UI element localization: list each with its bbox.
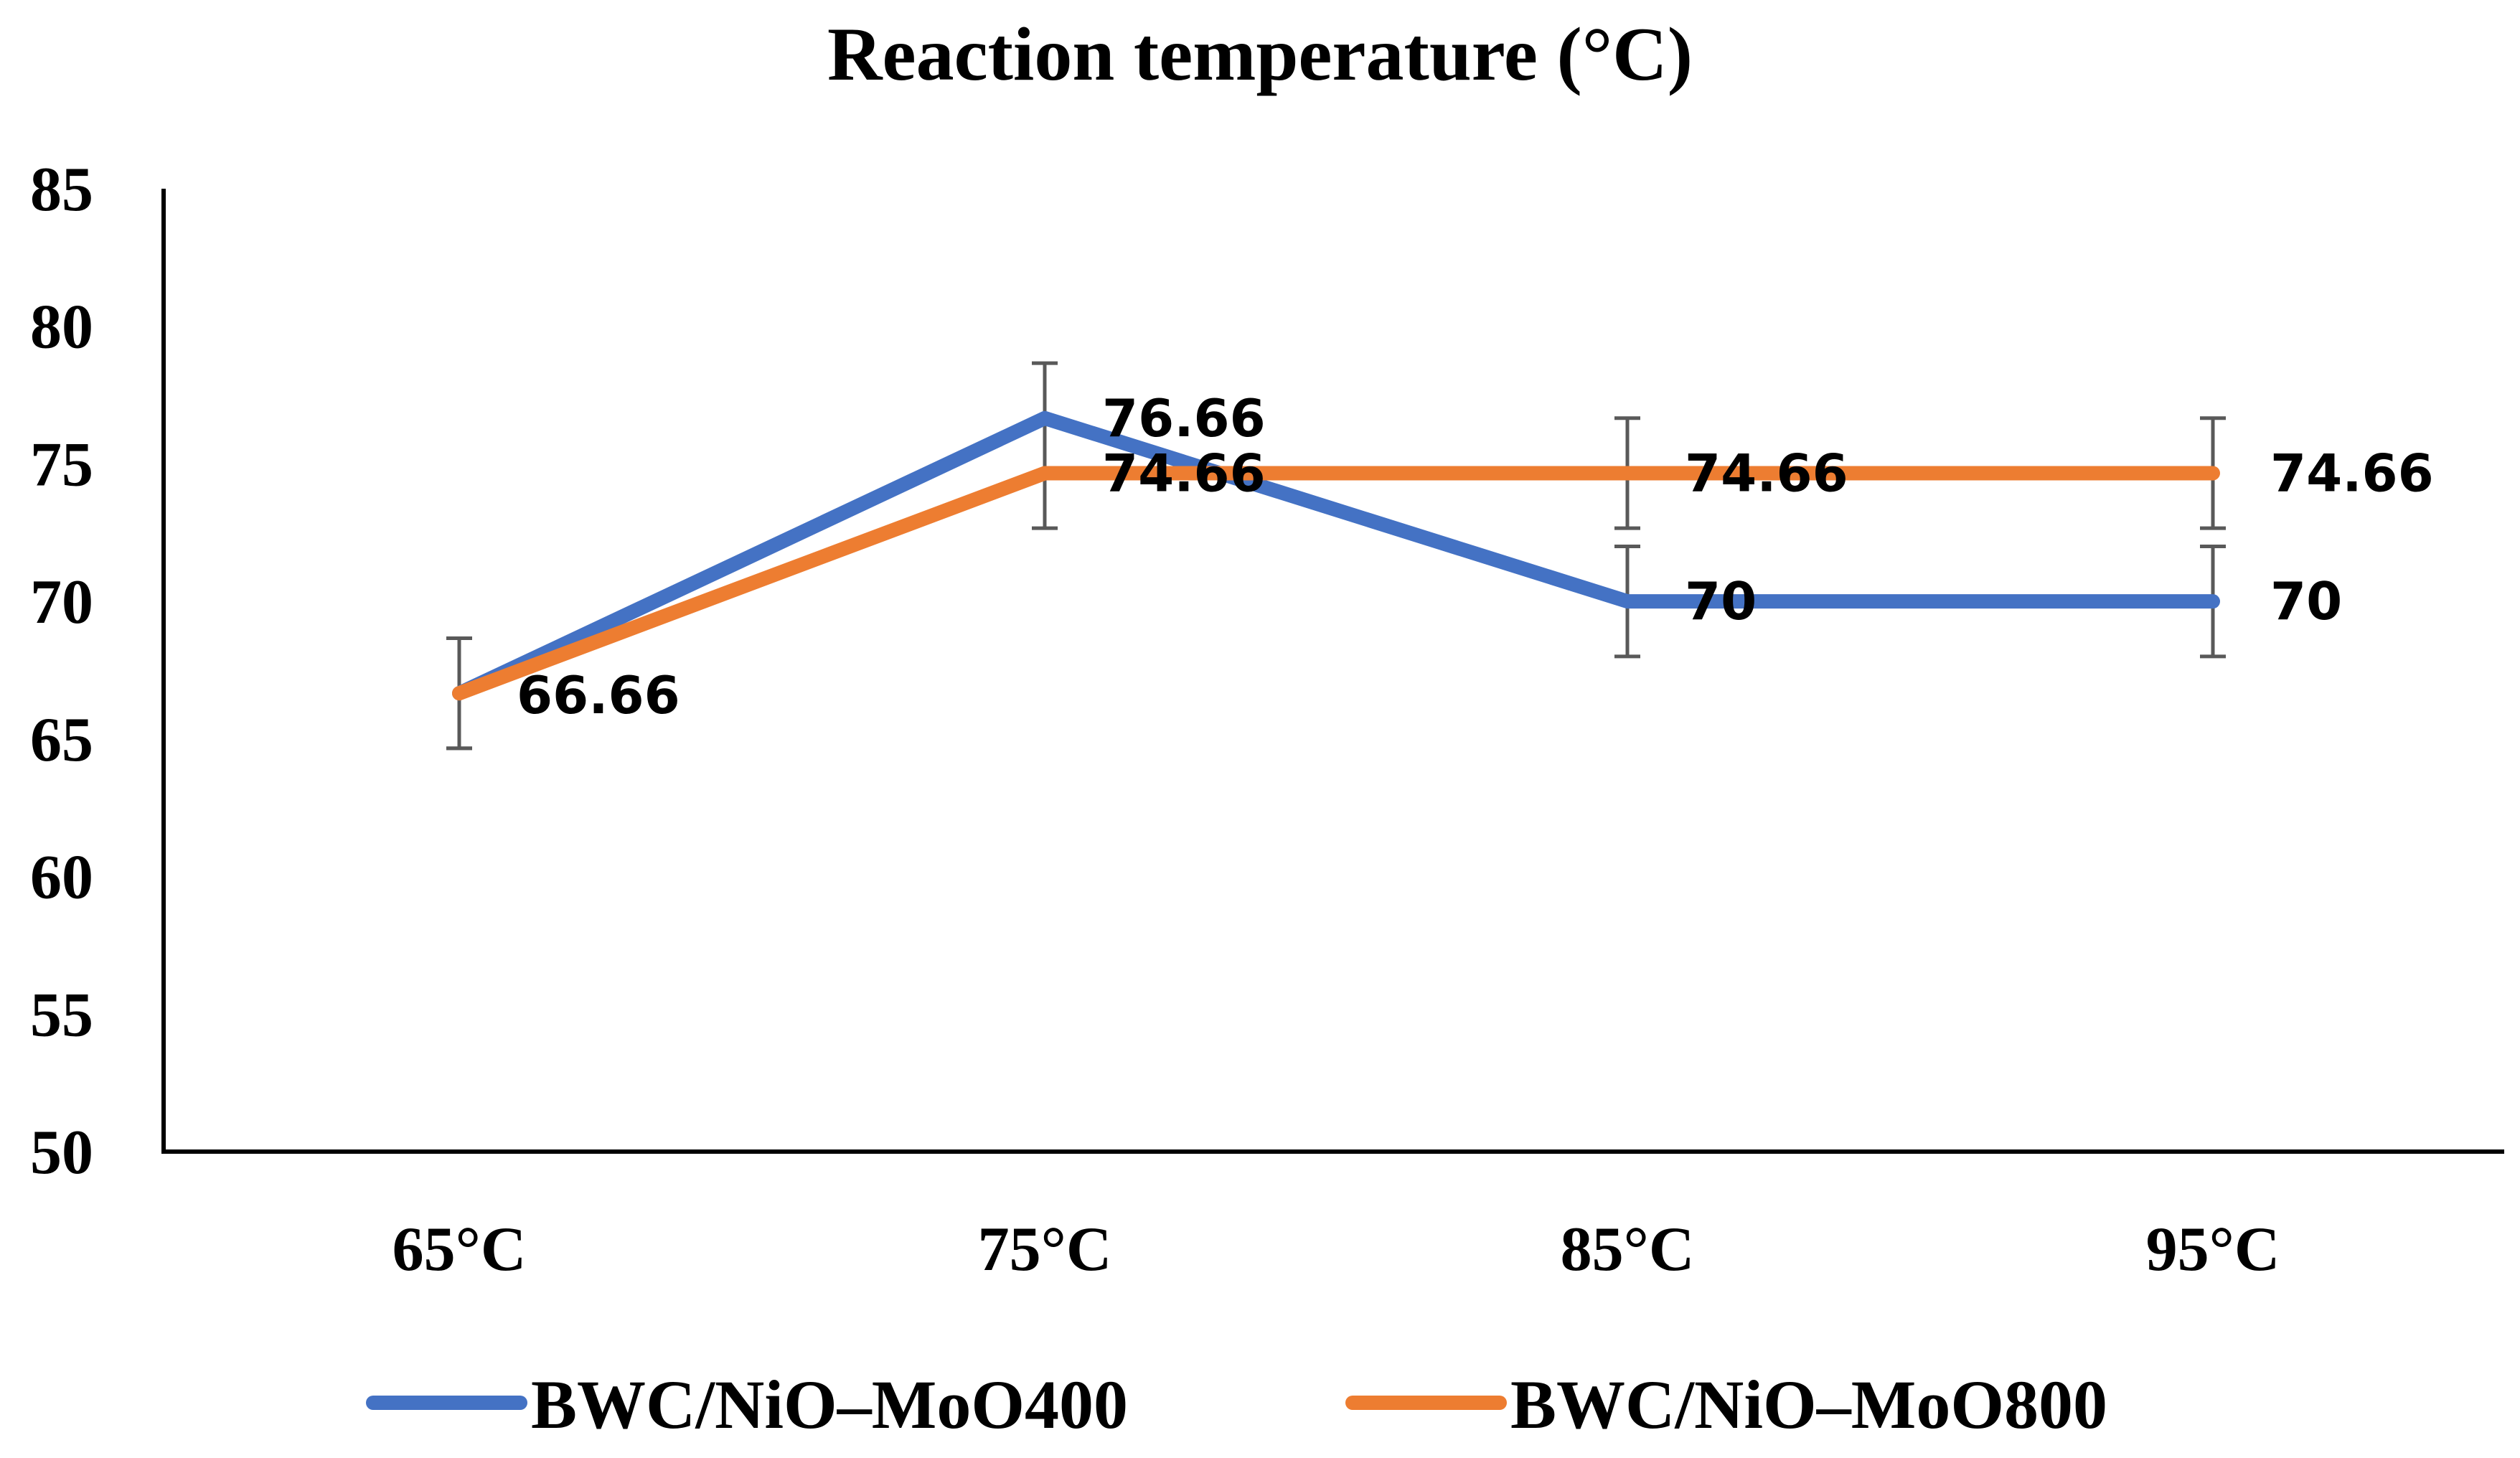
x-axis-ticks: 65°C 75°C 85°C 95°C	[392, 1215, 2280, 1284]
data-label: 74.66	[2270, 443, 2434, 503]
y-tick-label: 85	[30, 155, 93, 225]
legend: BWC/NiO–MoO400 BWC/NiO–MoO800	[366, 1366, 2107, 1443]
data-label: 76.66	[1102, 388, 1266, 448]
error-bars	[446, 361, 2226, 751]
legend-label-2: BWC/NiO–MoO800	[1510, 1366, 2107, 1443]
data-labels: 66.66 76.66 70 70 74.66 74.66 74.66	[517, 388, 2434, 725]
y-tick-label: 75	[30, 430, 93, 499]
y-axis-ticks: 50 55 60 65 70 75 80 85	[30, 155, 93, 1187]
y-tick-label: 70	[30, 568, 93, 637]
x-tick-label: 65°C	[392, 1215, 527, 1284]
y-tick-label: 80	[30, 293, 93, 362]
chart-axes	[161, 189, 2504, 1154]
y-tick-label: 50	[30, 1118, 93, 1187]
series-line-1	[452, 410, 2220, 701]
chart-title: Reaction temperature (°C)	[827, 12, 1693, 96]
x-tick-label: 95°C	[2146, 1215, 2280, 1284]
data-label: 74.66	[1685, 443, 1848, 503]
y-tick-label: 55	[30, 980, 93, 1050]
data-label: 70	[1685, 571, 1757, 631]
data-label: 66.66	[517, 665, 680, 725]
legend-label-1: BWC/NiO–MoO400	[531, 1366, 1128, 1443]
x-tick-label: 75°C	[978, 1215, 1112, 1284]
data-label: 70	[2270, 571, 2342, 631]
y-tick-label: 65	[30, 705, 93, 775]
data-label: 74.66	[1102, 443, 1266, 503]
series-line-2	[452, 466, 2220, 701]
y-tick-label: 60	[30, 843, 93, 913]
x-tick-label: 85°C	[1561, 1215, 1695, 1284]
series-lines	[452, 410, 2220, 701]
